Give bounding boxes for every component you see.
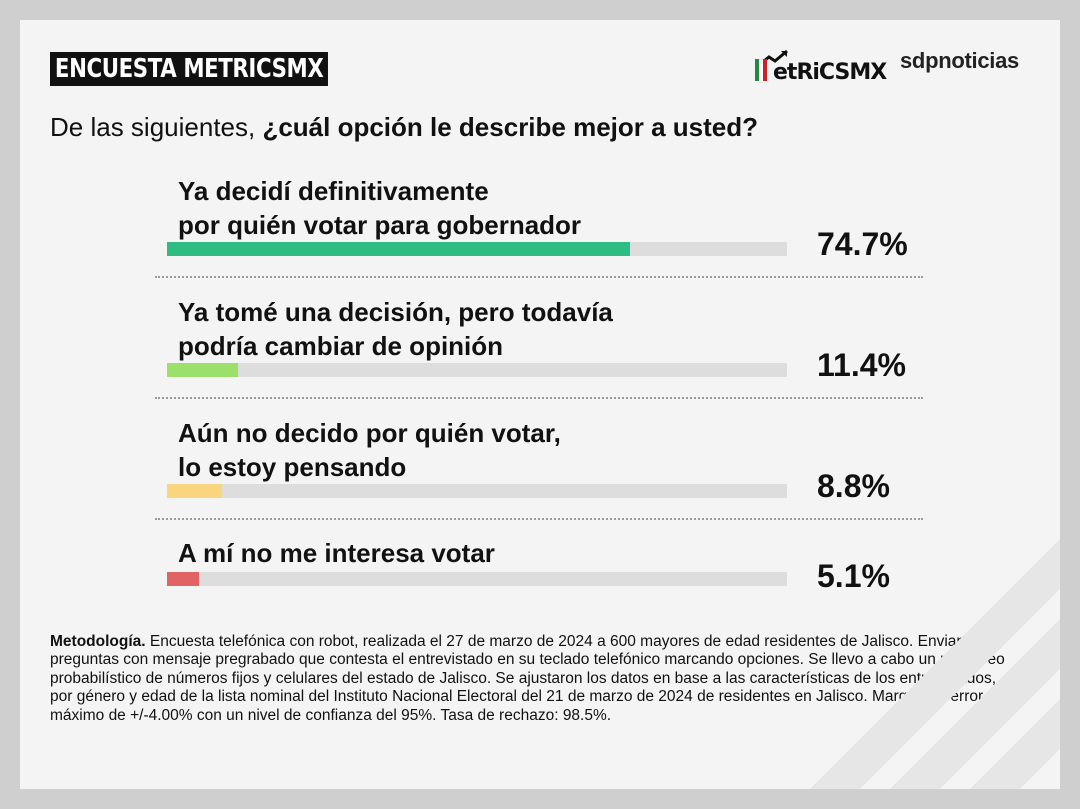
answer-label-line1: Ya decidí definitivamente: [178, 176, 489, 206]
row-divider: [155, 518, 923, 520]
sdpnoticias-logo: sdpnoticias: [900, 48, 1019, 73]
answer-label-line1: Aún no decido por quién votar,: [178, 418, 561, 448]
survey-question: De las siguientes, ¿cuál opción le descr…: [50, 112, 758, 143]
corner-stripes-decoration: [810, 539, 1060, 789]
bar-fill: [167, 242, 631, 256]
answer-label-line2: podría cambiar de opinión: [178, 331, 504, 361]
methodology-label: Metodología.: [50, 633, 146, 650]
bar-fill: [167, 484, 222, 498]
metricsmx-logo: etRiCSMX: [755, 49, 887, 85]
bar-track: [167, 242, 787, 256]
methodology-note: Metodología. Encuesta telefónica con rob…: [50, 633, 1010, 725]
infographic-card: ENCUESTA METRICSMX etRiCSMX sdpnoticias …: [20, 20, 1060, 789]
row-divider: [155, 276, 923, 278]
bar-track: [167, 363, 787, 377]
answer-label-line1: A mí no me interesa votar: [178, 538, 495, 568]
bar-track: [167, 572, 787, 586]
bar-value-label: 74.7%: [817, 226, 908, 262]
metricsmx-logo-text: etRiCSMX: [773, 60, 887, 85]
bar-fill: [167, 572, 199, 586]
row-divider: [155, 397, 923, 399]
bar-fill: [167, 363, 238, 377]
bar-track: [167, 484, 787, 498]
bar-value-label: 5.1%: [817, 558, 890, 594]
answer-label-line2: lo estoy pensando: [178, 452, 407, 482]
question-bold: ¿cuál opción le describe mejor a usted?: [262, 112, 759, 142]
question-prefix: De las siguientes,: [50, 112, 263, 142]
bar-value-label: 11.4%: [817, 347, 906, 383]
survey-title-badge: ENCUESTA METRICSMX: [50, 52, 329, 86]
mexico-flag-icon: [755, 59, 769, 83]
answer-label-line1: Ya tomé una decisión, pero todavía: [178, 297, 613, 327]
answer-label-line2: por quién votar para gobernador: [178, 210, 582, 240]
methodology-text: Encuesta telefónica con robot, realizada…: [50, 633, 1005, 724]
bar-value-label: 8.8%: [817, 468, 890, 504]
